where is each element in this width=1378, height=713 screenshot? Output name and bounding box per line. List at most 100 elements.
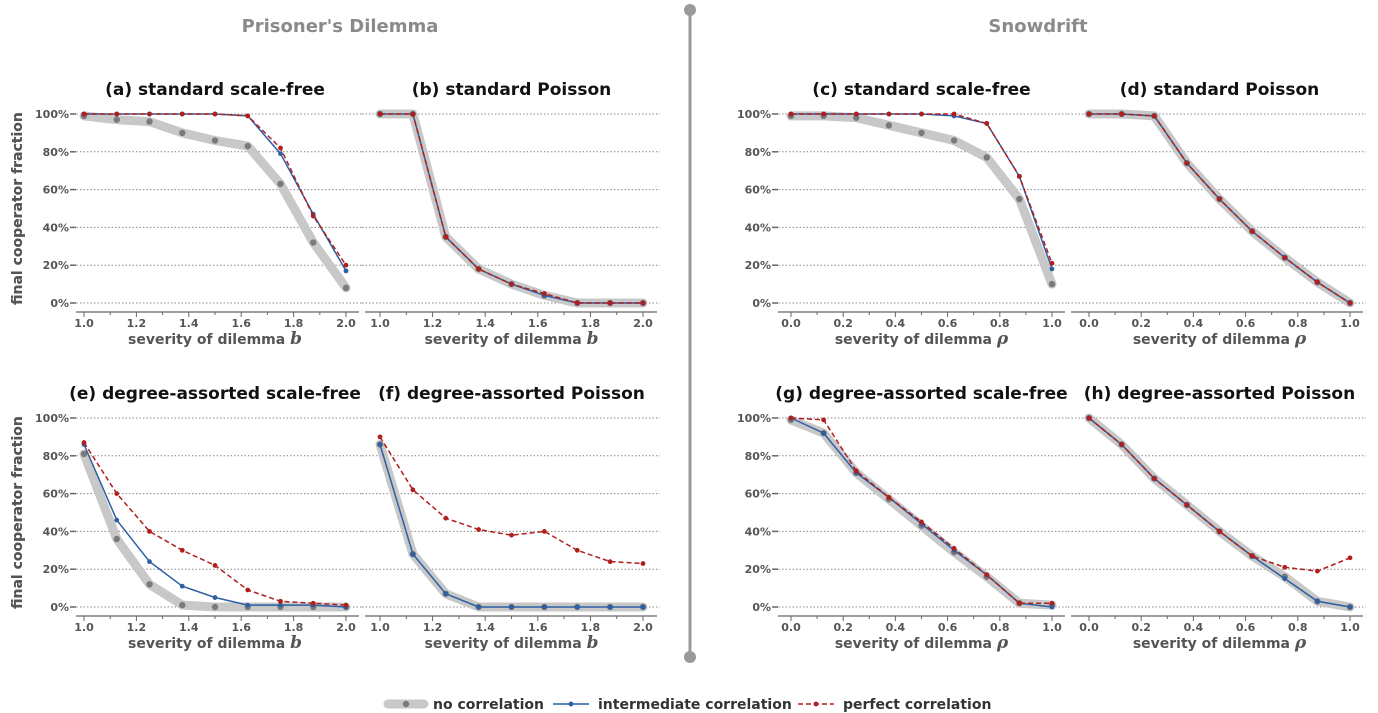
data-point-perfect-correlation <box>1016 600 1022 606</box>
data-point-perfect-correlation <box>1347 555 1353 561</box>
data-point-perfect-correlation <box>788 111 794 117</box>
data-point-perfect-correlation <box>310 600 316 606</box>
series-line-intermediate-correlation <box>379 444 643 608</box>
y-axis-label: final cooperator fraction <box>10 112 26 305</box>
x-axis-label-text: severity of dilemma <box>128 636 290 652</box>
x-tick-label: 0.6 <box>938 317 958 330</box>
x-axis-label-text: severity of dilemma <box>425 636 587 652</box>
x-axis-label: severity of dilemma ρ <box>835 633 1009 653</box>
data-point-perfect-correlation <box>1184 160 1190 166</box>
x-tick-label: 0.2 <box>1131 621 1151 634</box>
legend: no correlation intermediate correlation pe… <box>383 697 991 713</box>
x-tick-label: 1.8 <box>284 621 304 634</box>
data-point-intermediate-correlation <box>574 604 580 610</box>
data-point-no-correlation <box>211 137 219 144</box>
data-point-no-correlation <box>179 601 186 609</box>
panel-title: (e) degree-assorted scale-free <box>69 384 361 404</box>
series-line-perfect-correlation <box>83 442 347 606</box>
data-point-perfect-correlation <box>919 111 924 117</box>
data-point-intermediate-correlation <box>245 602 251 608</box>
series-line-perfect-correlation <box>1088 417 1351 572</box>
data-point-perfect-correlation <box>788 415 794 421</box>
legend-label: intermediate correlation <box>598 697 792 713</box>
data-point-perfect-correlation <box>278 145 283 151</box>
series-line-no-correlation <box>1084 109 1355 308</box>
x-axis-label: severity of dilemma b <box>425 329 599 349</box>
data-point-perfect-correlation <box>410 111 416 117</box>
x-tick-label: 0.6 <box>1236 621 1256 634</box>
data-point-perfect-correlation <box>853 468 859 474</box>
series-none <box>79 449 351 612</box>
data-point-no-correlation <box>885 122 893 129</box>
panel-title: (h) degree-assorted Poisson <box>1084 384 1355 404</box>
data-point-perfect-correlation <box>443 234 449 240</box>
header-snowdrift: Snowdrift <box>988 16 1088 37</box>
series-none <box>786 415 1057 610</box>
y-tick-label: 80% <box>43 146 69 159</box>
x-tick-label: 0.2 <box>1131 317 1151 330</box>
y-axis-label: final cooperator fraction <box>10 112 26 305</box>
data-point-perfect-correlation <box>1314 279 1320 285</box>
series-inter <box>81 111 349 274</box>
series-line-no-correlation <box>375 440 648 612</box>
data-point-intermediate-correlation <box>147 559 152 565</box>
x-axis-label-text: severity of dilemma <box>835 332 997 348</box>
series-perfect <box>1086 415 1353 574</box>
data-point-perfect-correlation <box>212 111 218 117</box>
data-point-perfect-correlation <box>1347 300 1353 306</box>
series-none <box>79 111 351 293</box>
panel-d: (d) standard Poisson 0.0 0.2 0.4 0.6 0.8 1.0 se… <box>1068 80 1366 349</box>
x-tick-label: 2.0 <box>633 317 653 330</box>
data-point-intermediate-correlation <box>509 604 514 610</box>
y-tick-label: 40% <box>745 221 771 234</box>
data-point-perfect-correlation <box>410 487 416 493</box>
series-none <box>786 111 1057 289</box>
data-point-perfect-correlation <box>951 111 957 117</box>
data-point-perfect-correlation <box>951 546 957 551</box>
x-tick-label: 0.0 <box>781 621 801 634</box>
data-point-perfect-correlation <box>443 515 449 521</box>
data-point-perfect-correlation <box>147 111 152 117</box>
x-tick-label: 1.0 <box>1340 317 1360 330</box>
x-tick-label: 0.0 <box>1079 621 1099 634</box>
data-point-no-correlation <box>310 239 317 246</box>
data-point-perfect-correlation <box>179 547 185 553</box>
x-tick-label: 1.8 <box>284 317 304 330</box>
data-point-intermediate-correlation <box>476 604 482 610</box>
data-point-perfect-correlation <box>607 300 613 306</box>
divider-bottom-dot <box>684 651 696 663</box>
x-tick-label: 1.6 <box>528 317 548 330</box>
x-tick-label: 1.0 <box>370 621 390 634</box>
y-tick-label: 20% <box>43 563 69 576</box>
data-point-perfect-correlation <box>278 598 283 604</box>
x-tick-label: 1.6 <box>231 621 251 634</box>
x-tick-label: 0.4 <box>1184 621 1204 634</box>
data-point-no-correlation <box>146 118 153 125</box>
data-point-no-correlation <box>80 450 88 458</box>
x-axis-variable: ρ <box>1294 329 1307 349</box>
data-point-intermediate-correlation <box>541 604 547 610</box>
data-point-perfect-correlation <box>476 527 482 532</box>
x-tick-label: 1.4 <box>475 317 495 330</box>
panel-h: (h) degree-assorted Poisson 0.0 0.2 0.4 0.6 0… <box>1068 384 1366 653</box>
x-tick-label: 1.2 <box>423 317 443 330</box>
y-tick-label: 100% <box>737 412 771 425</box>
y-tick-label: 20% <box>43 259 69 272</box>
y-tick-label: 40% <box>43 221 69 234</box>
data-point-perfect-correlation <box>1217 529 1222 534</box>
x-tick-label: 1.0 <box>370 317 390 330</box>
data-point-intermediate-correlation <box>343 268 349 274</box>
series-line-no-correlation <box>79 449 351 612</box>
data-point-perfect-correlation <box>574 300 580 306</box>
series-none <box>1084 413 1355 612</box>
legend-label: no correlation <box>433 697 544 713</box>
data-point-perfect-correlation <box>1086 415 1092 421</box>
data-point-perfect-correlation <box>343 602 349 608</box>
data-point-perfect-correlation <box>179 111 185 117</box>
data-point-perfect-correlation <box>245 113 251 119</box>
x-tick-label: 1.4 <box>179 317 199 330</box>
y-axis-label: final cooperator fraction <box>10 416 26 609</box>
series-none <box>375 440 648 612</box>
y-tick-label: 80% <box>745 450 771 463</box>
